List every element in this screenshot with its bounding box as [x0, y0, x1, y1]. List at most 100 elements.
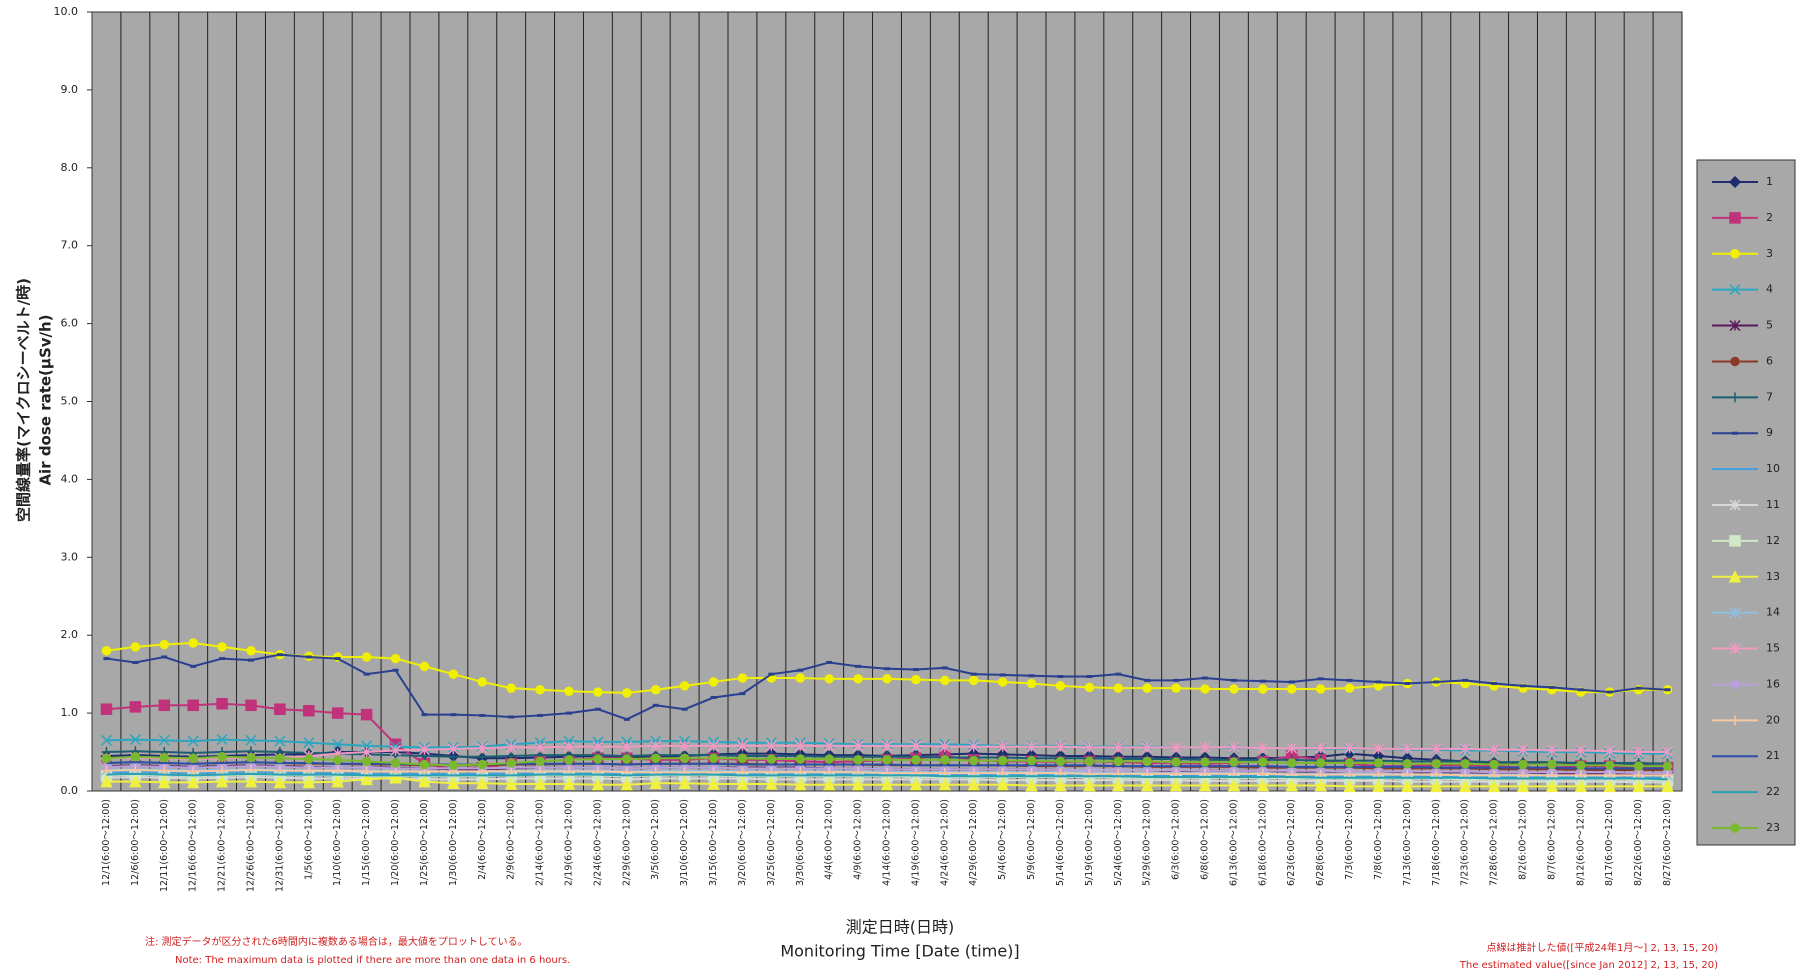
marker [766, 754, 777, 764]
data-point [101, 646, 112, 656]
data-point [1256, 778, 1270, 792]
x-tick-label: 1/30(6:00～12:00) [448, 799, 459, 886]
marker [246, 752, 256, 763]
data-point [1487, 779, 1501, 793]
marker [1169, 778, 1183, 792]
marker [851, 778, 865, 791]
data-point [535, 684, 545, 695]
data-point [304, 754, 314, 764]
x-tick-label: 2/9(6:00～12:00) [506, 799, 517, 880]
legend-marker [1728, 175, 1742, 189]
marker [1112, 778, 1125, 792]
data-point [736, 740, 748, 752]
marker [679, 681, 690, 691]
marker [737, 753, 748, 764]
legend-label: 7 [1766, 390, 1773, 403]
data-point [736, 777, 749, 790]
marker [1344, 683, 1355, 693]
marker [130, 751, 141, 762]
marker [1314, 778, 1327, 792]
data-point [1401, 743, 1413, 755]
data-point [650, 684, 661, 695]
x-tick-label: 8/17(6:00～12:00) [1604, 799, 1615, 886]
marker [187, 699, 199, 712]
marker [563, 735, 575, 747]
data-point [1113, 756, 1124, 767]
data-point [824, 754, 834, 764]
data-point [649, 776, 662, 789]
data-point [795, 673, 806, 683]
data-point [332, 755, 343, 765]
x-tick-label: 6/28(6:00～12:00) [1315, 799, 1326, 886]
data-point [794, 778, 807, 791]
marker [649, 776, 662, 789]
data-point [881, 740, 893, 752]
data-point [419, 759, 430, 770]
marker [535, 684, 545, 695]
data-point [1516, 779, 1530, 793]
marker [506, 758, 516, 768]
legend-label: 10 [1766, 462, 1780, 475]
marker [1574, 779, 1588, 793]
data-point [360, 708, 373, 721]
data-point [1286, 684, 1297, 694]
marker [390, 653, 401, 664]
marker [650, 753, 661, 764]
data-point [1372, 743, 1384, 755]
x-tick-label: 4/29(6:00～12:00) [968, 799, 979, 886]
marker [678, 776, 691, 789]
data-point [679, 753, 690, 764]
marker [621, 741, 633, 753]
y-axis-label: 空間線量率(マイクロシーベルト/時) [15, 278, 33, 522]
data-point [1458, 779, 1472, 793]
data-point [1604, 745, 1616, 757]
data-point [303, 705, 315, 717]
marker [361, 746, 373, 758]
x-tick-label: 7/28(6:00～12:00) [1489, 799, 1500, 886]
legend-label: 3 [1766, 247, 1773, 260]
data-point [1025, 778, 1038, 792]
data-point [1084, 682, 1095, 693]
x-axis-label: 測定日時(日時) [846, 918, 955, 937]
y-tick-label: 9.0 [61, 83, 79, 96]
data-point [1257, 742, 1269, 754]
y-tick-label: 10.0 [54, 5, 79, 18]
data-point [100, 774, 113, 788]
data-point [217, 751, 227, 762]
marker [1315, 684, 1326, 694]
data-point [1141, 741, 1153, 753]
data-point [448, 760, 459, 771]
marker [592, 741, 604, 753]
marker [360, 772, 373, 786]
marker [824, 674, 834, 684]
marker [100, 734, 112, 746]
legend-label: 6 [1766, 354, 1773, 367]
data-point [187, 735, 199, 747]
data-point [1431, 758, 1442, 769]
x-tick-label: 5/4(6:00～12:00) [997, 799, 1008, 880]
marker [1083, 741, 1095, 753]
marker [504, 777, 518, 790]
data-point [1286, 758, 1297, 768]
data-point [1026, 678, 1037, 689]
legend-label: 12 [1766, 534, 1780, 547]
data-point [1171, 757, 1181, 767]
legend-marker [1730, 823, 1740, 833]
marker [1430, 743, 1442, 755]
marker [853, 674, 863, 684]
marker [1344, 742, 1356, 754]
data-point [708, 740, 720, 752]
marker [332, 738, 344, 750]
marker [1258, 684, 1268, 694]
data-point [158, 775, 171, 789]
x-tick-label: 5/29(6:00～12:00) [1142, 799, 1153, 886]
data-point [1662, 746, 1674, 758]
marker [1575, 744, 1587, 757]
marker [418, 774, 431, 788]
marker [910, 740, 922, 752]
legend-marker [1728, 570, 1742, 583]
legend-marker [1730, 392, 1740, 403]
data-point [1198, 778, 1212, 792]
marker [938, 778, 952, 791]
marker [1545, 779, 1559, 793]
